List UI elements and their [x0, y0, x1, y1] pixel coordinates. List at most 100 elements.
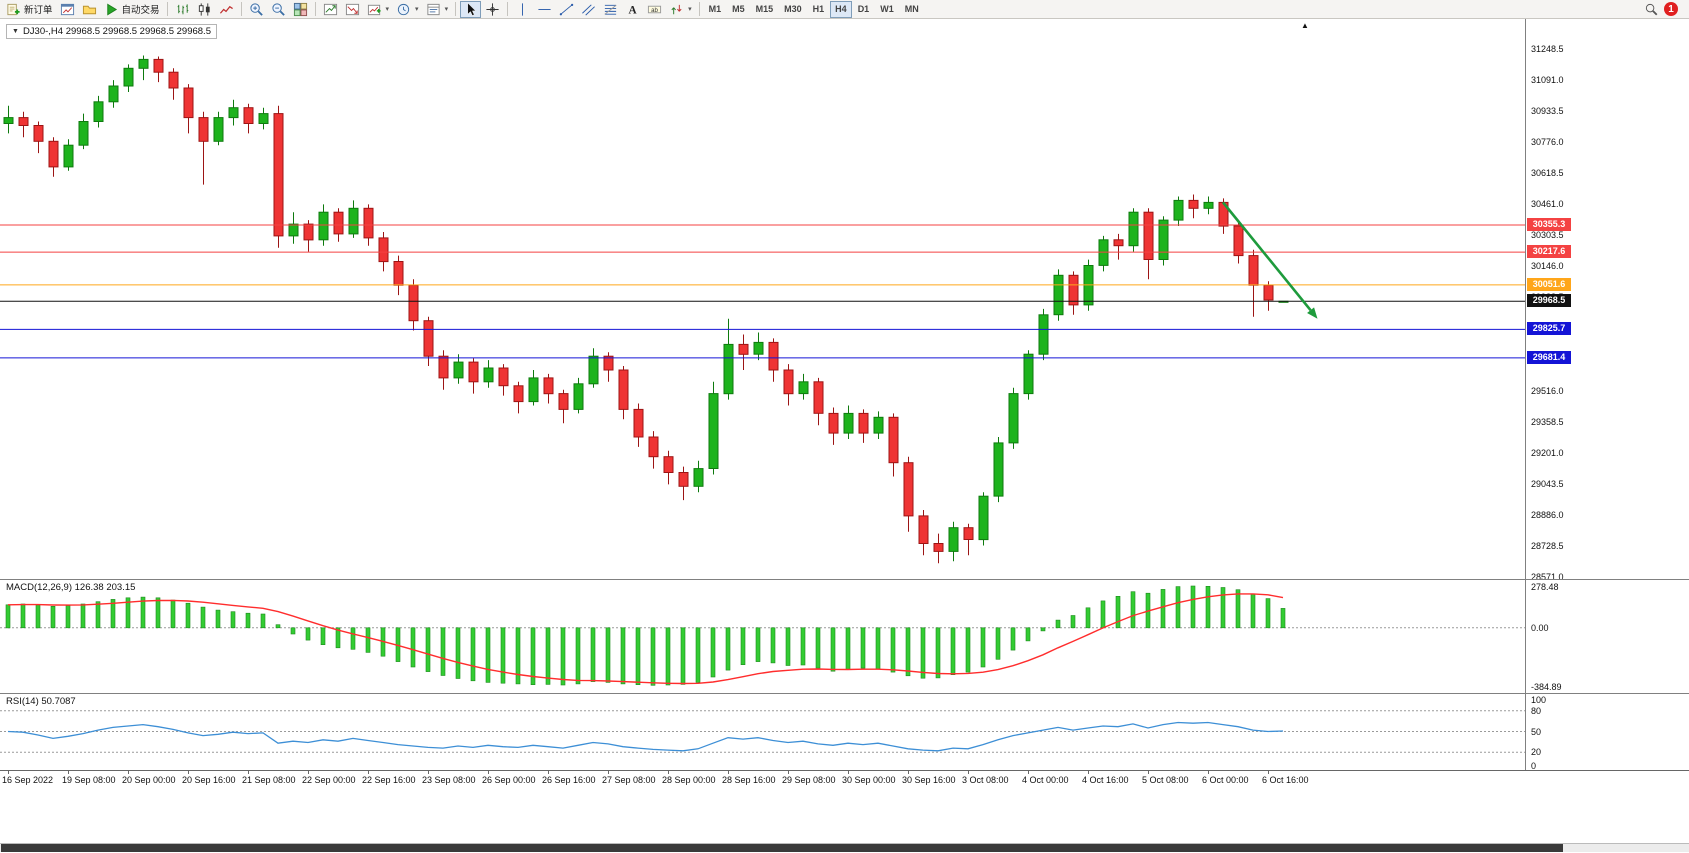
time-axis-tick — [368, 771, 369, 774]
horizontal-line-button[interactable] — [534, 1, 555, 18]
time-axis-tick — [428, 771, 429, 774]
text-button[interactable]: A — [622, 1, 643, 18]
time-axis-label: 5 Oct 08:00 — [1142, 775, 1189, 785]
chart-quote-line: ▼ DJ30-,H4 29968.5 29968.5 29968.5 29968… — [6, 24, 217, 39]
new-order-button[interactable]: 新订单 — [3, 1, 56, 18]
time-axis-label: 28 Sep 16:00 — [722, 775, 776, 785]
symbol-ohlc-text: DJ30-,H4 29968.5 29968.5 29968.5 29968.5 — [22, 26, 211, 37]
play-icon — [104, 2, 119, 17]
horizontal-scrollbar[interactable] — [0, 843, 1689, 852]
price-line-tag: 29825.7 — [1527, 322, 1571, 336]
time-axis-label: 21 Sep 08:00 — [242, 775, 296, 785]
time-axis-tick — [728, 771, 729, 774]
time-axis-label: 6 Oct 00:00 — [1202, 775, 1249, 785]
rsi-axis-label: 100 — [1531, 695, 1547, 705]
time-axis-tick — [248, 771, 249, 774]
profiles-button[interactable] — [79, 1, 100, 18]
timeframe-m5-button[interactable]: M5 — [732, 4, 745, 14]
indicator-list-button[interactable] — [342, 1, 363, 18]
time-axis-tick — [1088, 771, 1089, 774]
toolbar-separator — [455, 2, 457, 16]
timeframe-w1-button[interactable]: W1 — [880, 4, 894, 14]
scrollbar-thumb[interactable] — [1, 844, 1563, 852]
rsi-axis-label: 20 — [1531, 747, 1542, 758]
timeframe-mn-button[interactable]: MN — [904, 4, 919, 14]
chart-windows-button[interactable] — [57, 1, 78, 18]
time-axis-label: 22 Sep 16:00 — [362, 775, 416, 785]
price-axis: 31248.5 31091.0 30933.5 30776.0 30618.5 30461… — [1525, 19, 1689, 771]
cursor-icon — [463, 1, 478, 17]
arrow-shapes-icon — [669, 2, 684, 17]
price-axis-label: 30933.5 — [1531, 106, 1564, 116]
search-icon[interactable] — [1644, 2, 1659, 17]
zoom-out-button[interactable] — [268, 1, 289, 18]
macd-axis-label: 278.48 — [1531, 582, 1559, 592]
timeframe-m30-button[interactable]: M30 — [784, 4, 802, 14]
rsi-axis-label: 0 — [1531, 761, 1537, 771]
channel-icon — [581, 2, 596, 17]
svg-text:A: A — [629, 4, 638, 16]
periods-button[interactable]: ▾ — [393, 1, 422, 18]
zoom-out-icon — [271, 2, 286, 17]
chevron-down-icon: ▾ — [444, 6, 449, 13]
add-indicator-button[interactable]: ▾ — [364, 1, 393, 18]
indicators-button[interactable] — [320, 1, 341, 18]
timeframe-m15-button[interactable]: M15 — [755, 4, 774, 14]
chart-corner-marker-icon[interactable]: ▲ — [1301, 21, 1309, 30]
price-chart[interactable] — [0, 19, 1525, 579]
trendline-button[interactable] — [556, 1, 577, 18]
price-axis-label: 30776.0 — [1531, 137, 1564, 147]
collapse-triangle-icon[interactable]: ▼ — [12, 28, 19, 35]
time-axis-label: 27 Sep 08:00 — [602, 775, 656, 785]
macd-indicator-label: MACD(12,26,9) 126.38 203.15 — [6, 582, 136, 593]
time-axis-label: 16 Sep 2022 — [2, 775, 54, 785]
time-axis-tick — [188, 771, 189, 774]
channel-button[interactable] — [578, 1, 599, 18]
pane-separator-macd[interactable] — [0, 579, 1689, 580]
chart-window-icon — [60, 2, 75, 17]
autotrading-button-label: 自动交易 — [121, 5, 160, 16]
timeframe-m1-button[interactable]: M1 — [708, 4, 722, 14]
tile-windows-button[interactable] — [290, 1, 311, 18]
autotrading-button[interactable]: 自动交易 — [101, 1, 163, 18]
time-axis-label: 20 Sep 16:00 — [182, 775, 236, 785]
bar-chart-button[interactable] — [172, 1, 193, 18]
timeframe-h4-button[interactable]: H4 — [830, 0, 852, 18]
zoom-in-icon — [249, 2, 264, 17]
pane-separator-rsi[interactable] — [0, 693, 1689, 694]
candlestick-chart-button[interactable] — [194, 1, 215, 18]
price-line-tag: 30051.6 — [1527, 277, 1571, 291]
zoom-in-button[interactable] — [246, 1, 267, 18]
time-axis-tick — [668, 771, 669, 774]
chart-window: ▼ DJ30-,H4 29968.5 29968.5 29968.5 29968… — [0, 19, 1689, 853]
indicator-down-icon — [345, 2, 360, 17]
rsi-chart[interactable] — [0, 693, 1525, 770]
price-axis-label: 28728.5 — [1531, 540, 1564, 551]
macd-chart[interactable] — [0, 579, 1525, 693]
price-line-tag: 30355.3 — [1527, 218, 1571, 231]
template-icon — [426, 2, 441, 17]
line-chart-button[interactable] — [216, 1, 237, 18]
cursor-button[interactable] — [460, 0, 482, 18]
hline-icon — [537, 2, 552, 17]
time-axis-tick — [1268, 771, 1269, 774]
price-axis-label: 28571.0 — [1531, 571, 1564, 582]
price-axis-label: 29201.0 — [1531, 447, 1564, 458]
timeframe-d1-button[interactable]: D1 — [857, 4, 870, 14]
price-axis-label: 29358.5 — [1531, 416, 1564, 427]
fibonacci-icon — [603, 2, 618, 17]
notification-badge[interactable]: 1 — [1664, 2, 1678, 16]
timeframe-h1-button[interactable]: H1 — [812, 4, 825, 14]
time-axis-label: 28 Sep 00:00 — [662, 775, 716, 785]
label-button[interactable]: ab — [644, 1, 665, 18]
ohlc-bars-icon — [175, 2, 190, 17]
time-axis-tick — [548, 771, 549, 774]
time-axis-label: 23 Sep 08:00 — [422, 775, 476, 785]
crosshair-icon — [485, 2, 500, 17]
time-axis-tick — [488, 771, 489, 774]
arrows-button[interactable]: ▾ — [666, 1, 695, 18]
crosshair-button[interactable] — [482, 1, 503, 18]
vertical-line-button[interactable] — [512, 1, 533, 18]
templates-button[interactable]: ▾ — [423, 1, 452, 18]
fibonacci-button[interactable] — [600, 1, 621, 18]
